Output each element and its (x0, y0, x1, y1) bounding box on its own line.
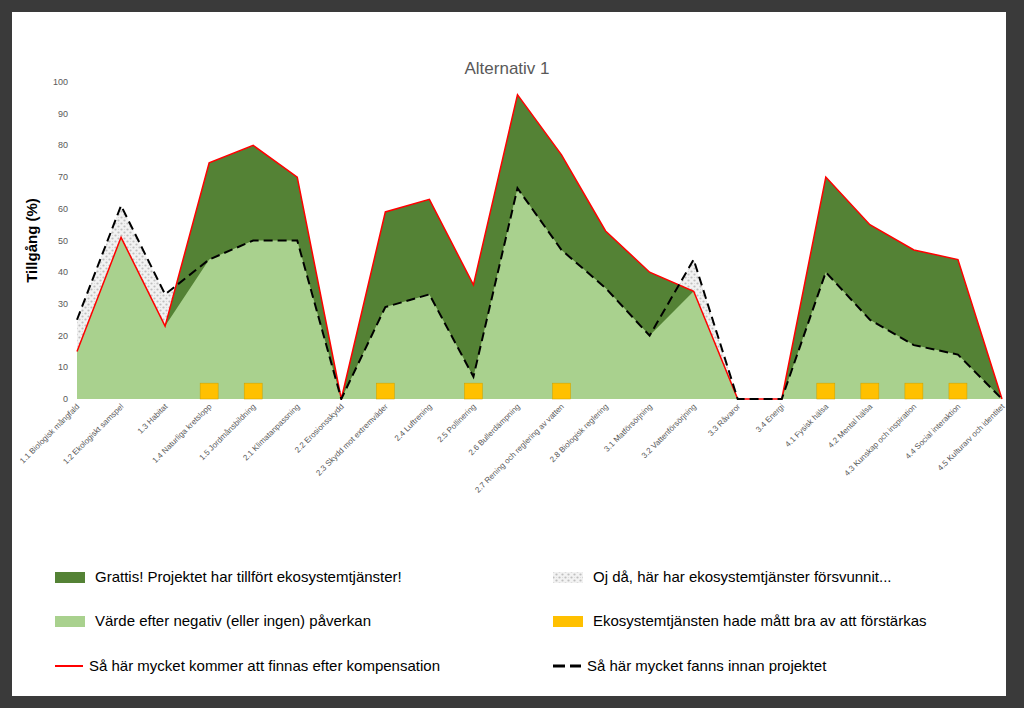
x-tick-label: 2.7 Rening och reglering av vatten (473, 402, 566, 495)
legend-swatch (553, 665, 565, 668)
legend-item: Grattis! Projektet har tillfört ekosyste… (55, 568, 402, 585)
y-tick-label: 40 (58, 267, 68, 277)
x-tick-label: 2.8 Biologisk reglering (548, 402, 610, 464)
legend-item: Så här mycket kommer att finnas efter ko… (55, 657, 440, 674)
legend-label: Oj då, här har ekosystemtjänster försvun… (593, 568, 891, 585)
x-tick-label: 4.5 Kulturarv och identitet (936, 402, 1006, 473)
legend-item: Värde efter negativ (eller ingen) påverk… (55, 612, 371, 629)
remaining-area (77, 188, 1002, 399)
x-tick-label: 1.2 Ekologiskt samspel (61, 402, 125, 466)
legend-label: Ekosystemtjänsten hade mått bra av att f… (593, 612, 927, 629)
y-tick-label: 80 (58, 140, 68, 150)
plot-area (77, 95, 1002, 399)
legend-swatch (55, 572, 85, 583)
y-tick-label: 100 (53, 77, 68, 87)
before-line (77, 188, 1002, 399)
legend-swatch (570, 665, 581, 668)
strengthen-marker (861, 383, 879, 399)
gain-area (77, 95, 1002, 399)
chart-title: Alternativ 1 (464, 59, 549, 78)
after-line (77, 95, 1002, 399)
legend-label: Grattis! Projektet har tillfört ekosyste… (95, 568, 402, 585)
legend-item: Oj då, här har ekosystemtjänster försvun… (553, 568, 891, 585)
x-tick-label: 2.5 Pollinering (436, 402, 478, 444)
legend-swatch (553, 572, 583, 583)
y-tick-label: 10 (58, 362, 68, 372)
x-tick-label: 4.2 Mental hälsa (826, 402, 874, 450)
y-tick-label: 50 (58, 236, 68, 246)
x-tick-label: 3.3 Råvaror (706, 402, 742, 438)
y-tick-label: 70 (58, 172, 68, 182)
y-tick-label: 0 (63, 394, 68, 404)
x-tick-label: 3.4 Energi (754, 402, 786, 434)
strengthen-marker (817, 383, 835, 399)
x-tick-label: 1.3 Habitat (136, 402, 170, 436)
strengthen-marker (949, 383, 967, 399)
x-tick-label: 4.1 Fysisk hälsa (783, 402, 830, 449)
strengthen-marker (376, 383, 394, 399)
legend-swatch (55, 665, 83, 667)
y-tick-label: 90 (58, 109, 68, 119)
strengthen-marker (553, 383, 571, 399)
y-tick-label: 60 (58, 204, 68, 214)
x-tick-label: 2.4 Luftrening (393, 402, 434, 443)
strengthen-marker (905, 383, 923, 399)
strengthen-marker (464, 383, 482, 399)
legend-item: Ekosystemtjänsten hade mått bra av att f… (553, 612, 927, 629)
x-tick-label: 3.1 Matförsörjning (602, 402, 654, 454)
x-tick-label: 4.3 Kunskap och inspiration (842, 402, 918, 478)
legend-label: Så här mycket fanns innan projektet (587, 657, 827, 674)
strengthen-marker (200, 383, 218, 399)
legend-item: Så här mycket fanns innan projektet (553, 657, 827, 674)
legend-label: Så här mycket kommer att finnas efter ko… (89, 657, 440, 674)
y-tick-label: 20 (58, 331, 68, 341)
y-tick-label: 30 (58, 299, 68, 309)
legend-swatch (55, 616, 85, 627)
legend-label: Värde efter negativ (eller ingen) påverk… (95, 612, 371, 629)
x-tick-label: 2.3 Skydd mot extremväder (314, 402, 390, 478)
legend-swatch (553, 616, 583, 627)
strengthen-marker (244, 383, 262, 399)
chart-panel: Alternativ 1 Tillgång (%) 0 10 20 30 40 50 60 70 8… (12, 12, 1006, 696)
chart-svg: Alternativ 1 Tillgång (%) 0 10 20 30 40 50 60 70 8… (12, 12, 1006, 696)
x-tick-label: 2.1 Klimatanpassning (241, 402, 301, 462)
y-axis-label: Tillgång (%) (23, 198, 40, 283)
x-tick-label: 3.2 Vattenförsörjning (640, 402, 698, 460)
